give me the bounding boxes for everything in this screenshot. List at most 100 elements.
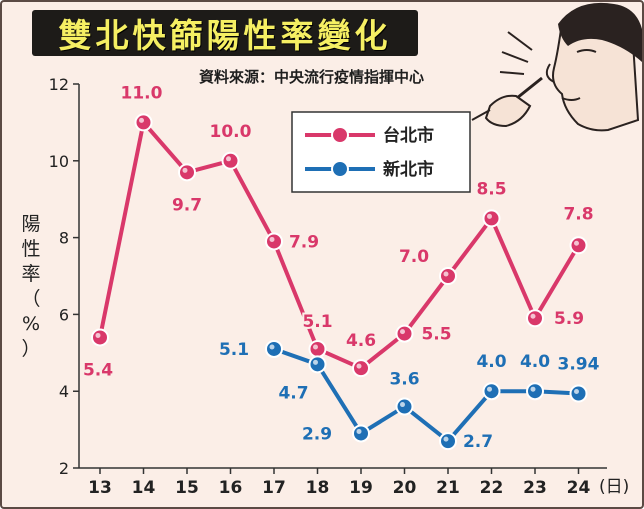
- data-point-highlight: [487, 213, 492, 219]
- y-tick-label: 6: [59, 305, 69, 324]
- y-axis-label-char: 陽: [21, 213, 41, 235]
- data-point-highlight: [487, 386, 492, 392]
- data-point-newtaipei: [526, 382, 544, 401]
- x-tick-label: 23: [523, 478, 547, 498]
- data-point-highlight: [269, 236, 275, 242]
- data-point-newtaipei: [395, 397, 414, 416]
- y-tick-label: 10: [49, 152, 69, 171]
- data-point-taipei: [482, 209, 501, 228]
- x-tick-label: 14: [132, 478, 156, 498]
- legend-marker-newtaipei: [331, 160, 349, 178]
- data-point-highlight: [313, 359, 318, 365]
- legend-marker-taipei: [331, 126, 349, 144]
- x-tick-label: 22: [480, 478, 504, 498]
- y-axis-label-char: %: [21, 313, 41, 335]
- data-point-highlight: [400, 329, 405, 335]
- data-label-newtaipei: 4.0: [476, 352, 506, 372]
- legend: 台北市 新北市: [291, 111, 471, 193]
- series-line-taipei: [98, 120, 581, 371]
- data-label-newtaipei: 3.94: [558, 355, 600, 375]
- legend-label-newtaipei: 新北市: [383, 159, 434, 180]
- data-point-taipei: [395, 324, 414, 343]
- y-axis-label: 陽性率 （% ）: [19, 212, 43, 362]
- data-label-taipei: 7.9: [289, 232, 319, 252]
- data-point-taipei: [134, 113, 153, 132]
- data-label-newtaipei: 4.7: [278, 383, 308, 403]
- data-point-taipei: [439, 267, 457, 285]
- data-point-highlight: [313, 344, 318, 350]
- data-label-newtaipei: 3.6: [389, 370, 419, 390]
- data-label-taipei: 10.0: [210, 122, 252, 142]
- data-point-highlight: [443, 271, 449, 277]
- data-label-taipei: 5.9: [554, 309, 584, 329]
- data-point-taipei: [91, 328, 109, 347]
- data-point-taipei: [308, 339, 327, 358]
- y-tick-label: 2: [59, 459, 69, 478]
- chart-title: 雙北快篩陽性率變化: [32, 10, 418, 56]
- data-label-newtaipei: 4.0: [520, 352, 550, 372]
- data-point-newtaipei: [569, 384, 588, 403]
- data-point-taipei: [265, 232, 283, 251]
- y-tick-label: 12: [49, 75, 69, 94]
- data-point-highlight: [574, 389, 579, 395]
- data-point-highlight: [226, 156, 231, 162]
- data-point-highlight: [356, 428, 362, 434]
- legend-label-taipei: 台北市: [383, 125, 434, 146]
- data-point-highlight: [530, 313, 536, 319]
- x-tick-label: 17: [262, 478, 286, 498]
- data-point-taipei: [352, 359, 370, 378]
- data-point-taipei: [178, 163, 196, 182]
- x-tick-label: 15: [175, 478, 199, 498]
- series-group: 5.4 11.0 9.7 10.0 7.9 5.1 4.6 5.5 7.0 8.5 5.9 7.8 5.…: [81, 81, 602, 454]
- data-point-newtaipei: [308, 355, 327, 374]
- data-point-highlight: [139, 117, 144, 123]
- data-label-taipei: 4.6: [346, 331, 376, 351]
- x-tick-label: 21: [436, 478, 460, 498]
- data-label-newtaipei: 2.7: [463, 432, 493, 452]
- data-point-highlight: [400, 402, 405, 408]
- y-ticks: 2 4 6 8 10 12: [49, 75, 79, 478]
- y-axis-label-char: （: [21, 288, 41, 310]
- data-point-highlight: [356, 363, 362, 369]
- axes: [78, 84, 607, 469]
- data-point-newtaipei: [482, 382, 501, 401]
- data-label-taipei: 11.0: [121, 83, 163, 103]
- data-point-taipei: [526, 309, 544, 328]
- x-tick-label: 19: [349, 478, 373, 498]
- data-point-taipei: [221, 151, 240, 170]
- data-label-taipei: 8.5: [476, 179, 506, 199]
- data-point-newtaipei: [265, 339, 283, 358]
- data-point-highlight: [574, 240, 579, 246]
- data-point-newtaipei: [439, 432, 457, 451]
- swab-hand-icon: [471, 76, 543, 128]
- data-label-taipei: 5.5: [421, 325, 451, 345]
- data-label-taipei: 9.7: [172, 195, 202, 215]
- x-tick-label: 24: [567, 478, 591, 498]
- y-tick-label: 8: [59, 229, 69, 248]
- data-point-highlight: [182, 167, 188, 173]
- source-note: 資料來源：中央流行疫情指揮中心: [199, 68, 425, 86]
- x-axis-unit: (日): [599, 477, 630, 497]
- data-point-highlight: [269, 344, 275, 350]
- data-label-newtaipei: 5.1: [219, 340, 249, 360]
- y-axis-label-char: 性: [21, 238, 41, 260]
- y-axis-label-char: ）: [21, 338, 41, 360]
- x-tick-label: 18: [306, 478, 330, 498]
- x-ticks: 13 14 15 16 17 18 19 20 21 22 23 24: [88, 468, 590, 498]
- data-point-highlight: [95, 332, 101, 338]
- x-tick-label: 20: [393, 478, 417, 498]
- person-head-icon: [545, 2, 642, 132]
- y-axis-label-char: 率: [21, 263, 41, 285]
- data-point-highlight: [530, 386, 536, 392]
- legend-box: [291, 111, 471, 193]
- data-point-newtaipei: [352, 424, 370, 443]
- data-label-newtaipei: 2.9: [302, 424, 332, 444]
- data-point-highlight: [443, 436, 449, 442]
- y-tick-label: 4: [59, 382, 69, 401]
- data-label-taipei: 5.1: [302, 312, 332, 332]
- x-tick-label: 16: [219, 478, 243, 498]
- x-tick-label: 13: [88, 478, 112, 498]
- motion-lines-icon: [499, 31, 533, 75]
